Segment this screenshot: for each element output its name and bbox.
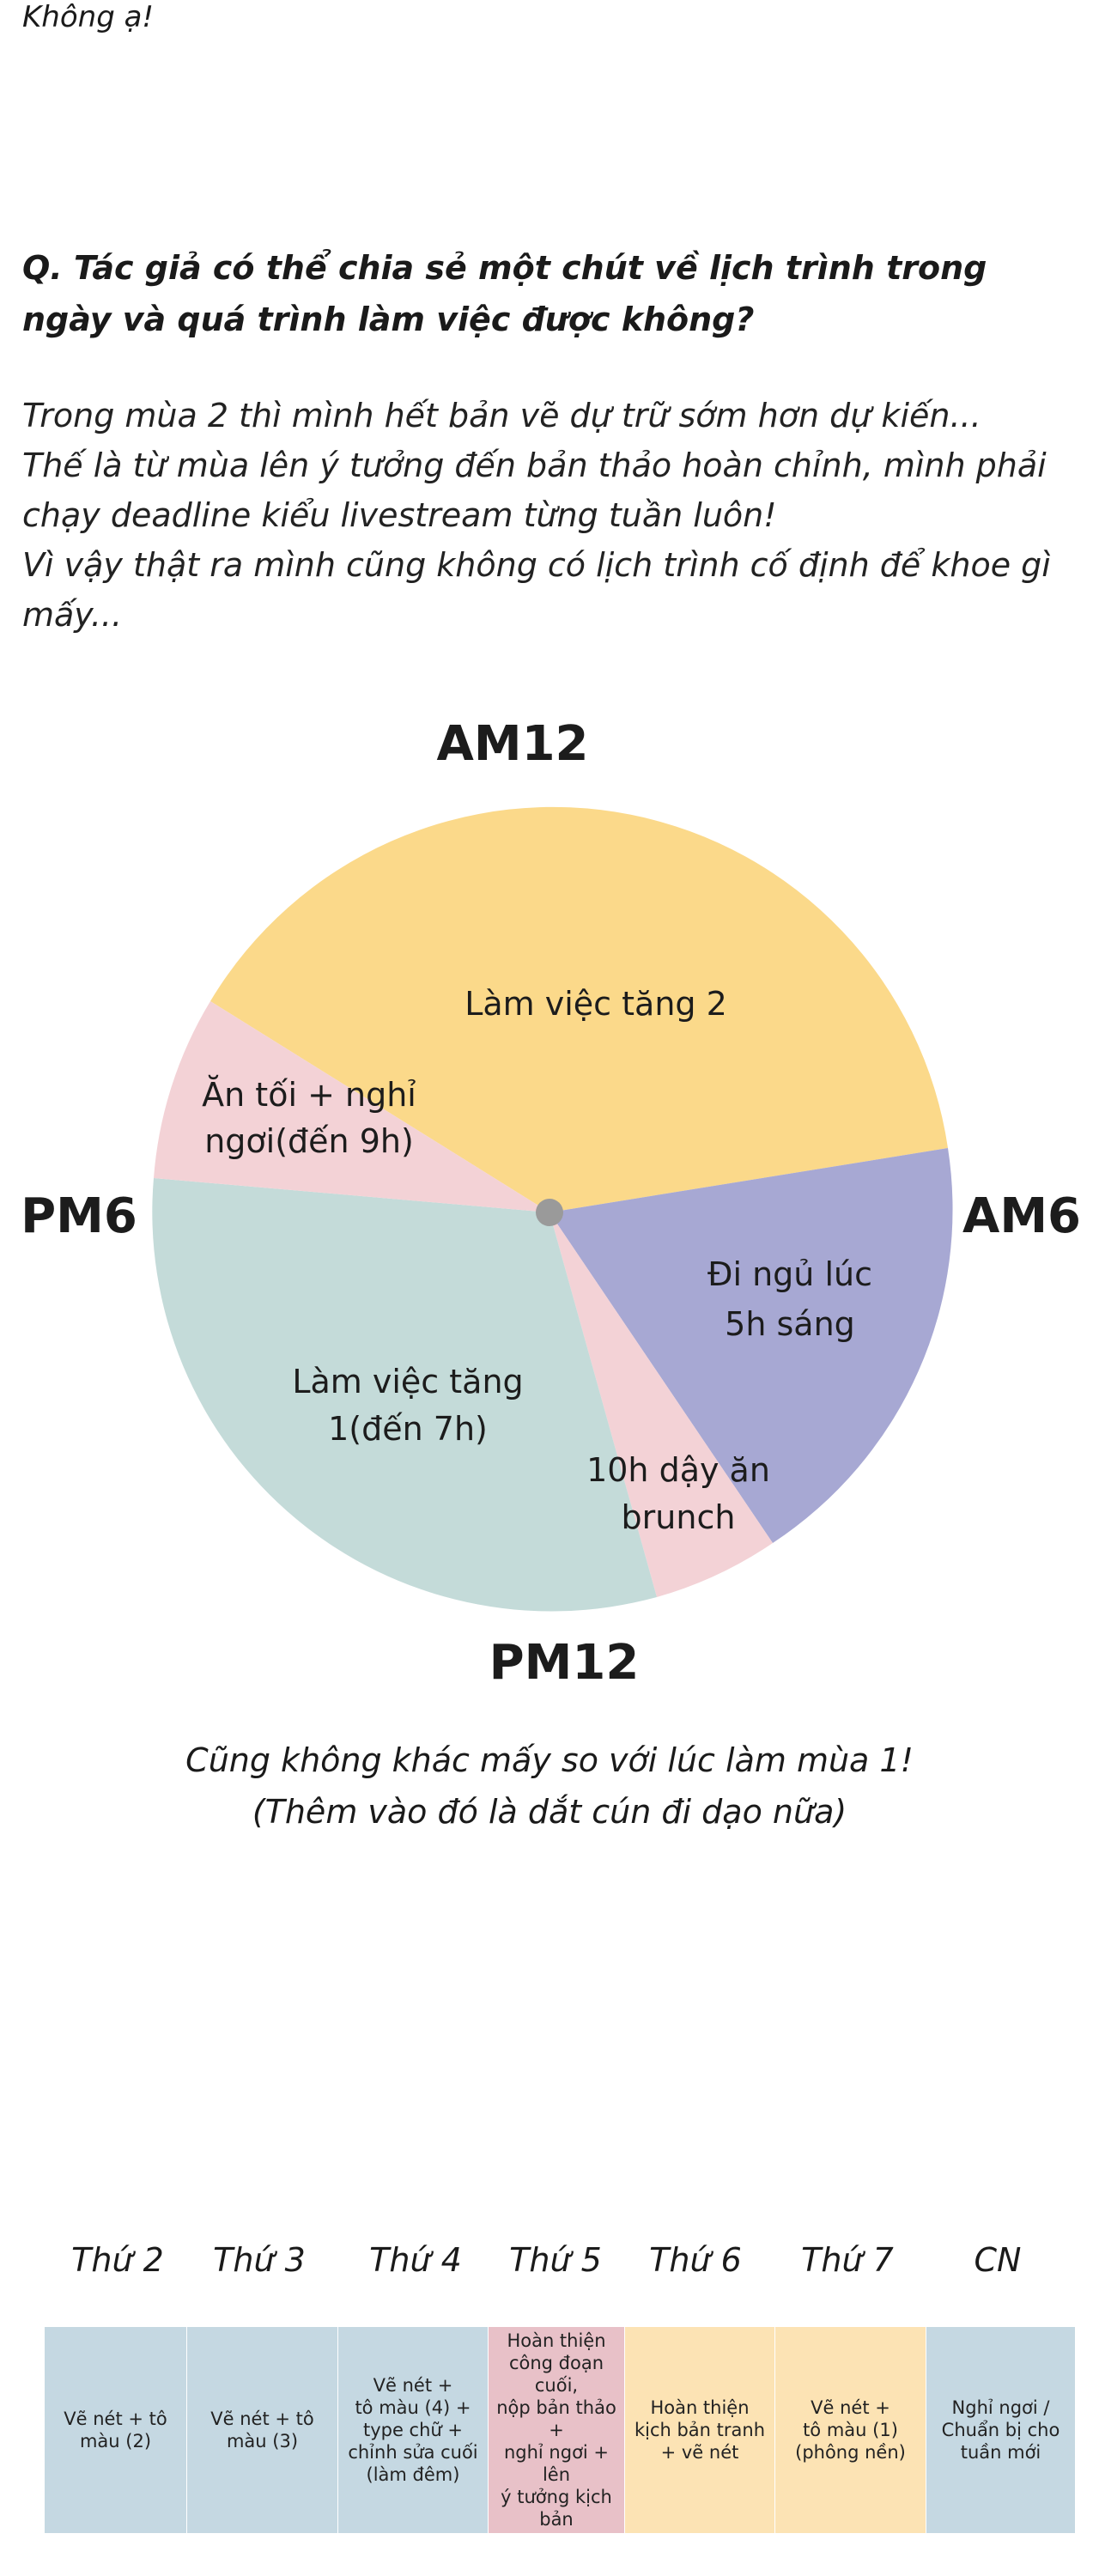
daily-schedule-clock: AM12 AM6 PM12 PM6 Làm việc tăng 2 Đi ngủ… [21,716,1081,1691]
segment-work-2 [210,806,948,1212]
caption-line: Cũng không khác mấy so với lúc làm mùa 1… [185,1741,914,1779]
schedule-cell-mon: Vẽ nét + tô màu (2) [45,2327,186,2533]
weekday-label: Thứ 6 [649,2241,742,2279]
weekly-schedule-table: Vẽ nét + tô màu (2) Vẽ nét + tô màu (3) … [45,2327,1075,2533]
marker-pm12: PM12 [489,1635,640,1691]
weekday-header-row: Thứ 2 Thứ 3 Thứ 4 Thứ 5 Thứ 6 Thứ 7 CN [45,2241,1075,2293]
segment-brunch [550,1212,773,1597]
schedule-cell-sat: Vẽ nét + tô màu (1) (phông nền) [775,2327,926,2533]
marker-pm6: PM6 [21,1188,137,1244]
label-sleep-line2: 5h sáng [725,1305,855,1343]
schedule-cell-wed: Vẽ nét + tô màu (4) + type chữ + chỉnh s… [338,2327,488,2533]
weekday-label: Thứ 7 [801,2241,894,2279]
label-brunch-line2: brunch [622,1498,736,1536]
label-work-1-line2: 1(đến 7h) [328,1410,488,1448]
answer-line: Vì vậy thật ra mình cũng không có lịch t… [22,546,1051,634]
label-dinner-line2: ngơi(đến 9h) [204,1122,414,1160]
weekday-label: CN [974,2241,1022,2279]
label-sleep-line1: Đi ngủ lúc [707,1255,872,1293]
caption-line: (Thêm vào đó là dắt cún đi dạo nữa) [252,1793,847,1831]
marker-am6: AM6 [962,1188,1081,1244]
weekday-label: Thứ 2 [71,2241,164,2279]
label-work-1-line1: Làm việc tăng [292,1363,523,1400]
segment-dinner [154,1001,550,1212]
answer-line: Thế là từ mùa lên ý tưởng đến bản thảo h… [22,447,1047,534]
marker-am12: AM12 [437,716,589,772]
label-brunch-line1: 10h dậy ăn [586,1451,770,1489]
label-work-2: Làm việc tăng 2 [464,985,727,1023]
segment-sleep [550,1148,953,1543]
intro-text: Không ạ! [22,0,155,34]
answer-line: Trong mùa 2 thì mình hết bản vẽ dự trữ s… [22,397,981,434]
caption: Cũng không khác mấy so với lúc làm mùa 1… [0,1735,1099,1838]
segment-work-1 [152,1178,658,1612]
schedule-cell-thu: Hoàn thiện công đoạn cuối, nộp bản thảo … [489,2327,624,2533]
clock-center-dot [536,1199,563,1226]
weekday-label: Thứ 4 [369,2241,462,2279]
weekday-label: Thứ 5 [509,2241,602,2279]
weekday-label: Thứ 3 [213,2241,306,2279]
label-dinner-line1: Ăn tối + nghỉ [202,1075,416,1114]
question-heading: Q. Tác giả có thể chia sẻ một chút về lị… [22,249,987,338]
schedule-cell-tue: Vẽ nét + tô màu (3) [187,2327,337,2533]
schedule-cell-sun: Nghỉ ngơi / Chuẩn bị cho tuần mới [926,2327,1075,2533]
schedule-cell-fri: Hoàn thiện kịch bản tranh + vẽ nét [625,2327,774,2533]
answer-paragraph: Trong mùa 2 thì mình hết bản vẽ dự trữ s… [22,391,1087,640]
